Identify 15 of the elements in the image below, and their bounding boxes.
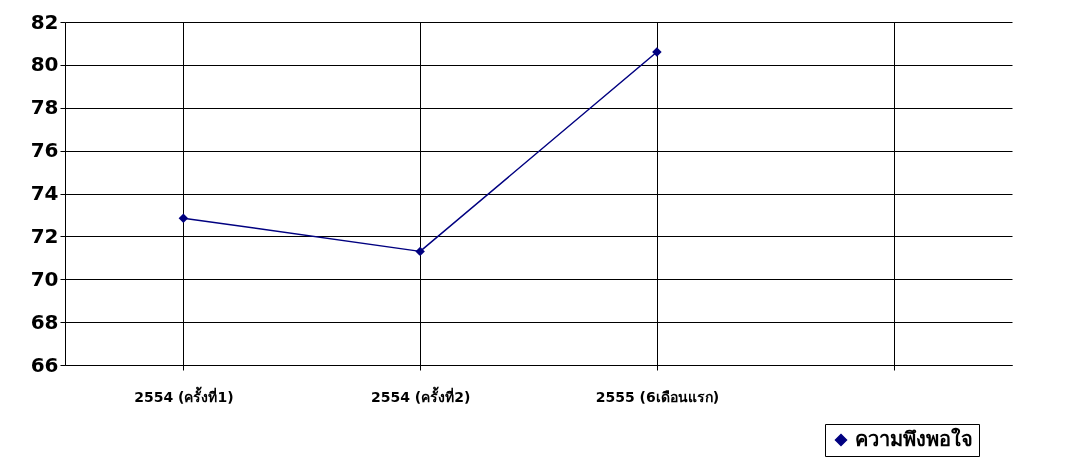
x-tick-label: 2555 (6เดือนแรก)	[595, 388, 720, 405]
y-tick-label: 74	[30, 181, 59, 205]
y-tick-label: 78	[30, 95, 59, 120]
point	[415, 246, 425, 257]
y-tick-label: 80	[30, 52, 59, 77]
x-tick-label: 2554 (ครั้งที่1)	[134, 385, 234, 405]
y-tick-label: 68	[30, 309, 59, 334]
y-tick-label: 70	[30, 266, 59, 291]
y-tick-label: 72	[30, 223, 59, 248]
point	[178, 213, 189, 223]
y-tick-label: 82	[30, 9, 59, 34]
x-tick-label: 2554 (ครั้งที่2)	[370, 385, 471, 405]
legend-label: ความพึงพอใจ	[855, 427, 973, 451]
y-tick-label: 66	[30, 352, 59, 377]
y-tick-label: 76	[30, 138, 59, 163]
